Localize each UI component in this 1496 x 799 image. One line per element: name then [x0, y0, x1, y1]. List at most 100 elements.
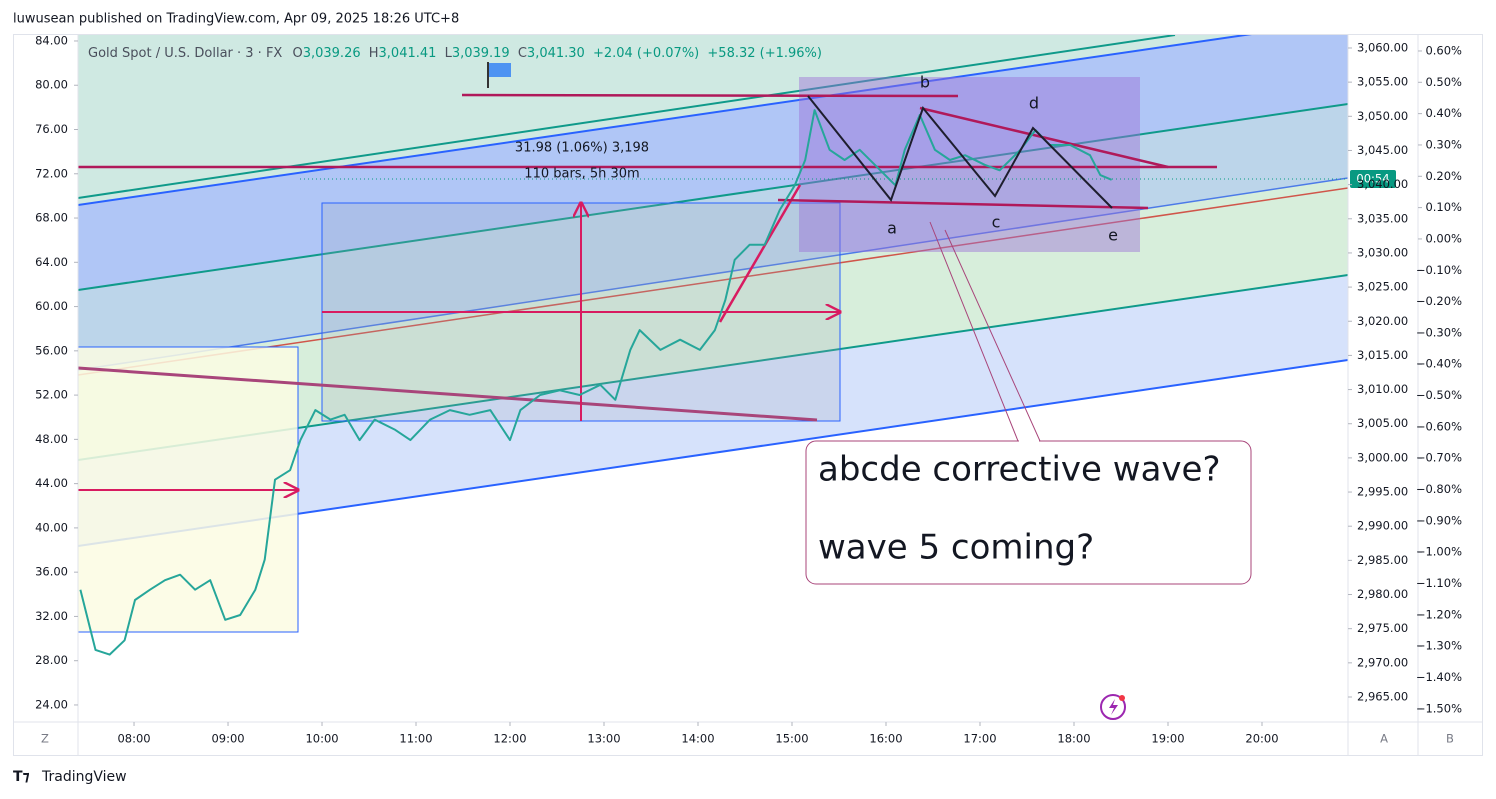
pct-tick-label: −1.10%: [1416, 576, 1462, 590]
y-tick-label: 3,035.00: [1357, 211, 1408, 225]
pct-tick-label: −1.50%: [1416, 701, 1462, 715]
x-tick-label: 16:00: [869, 732, 902, 746]
pct-tick-label: −0.20%: [1416, 294, 1462, 308]
channel-line: [78, 103, 1348, 291]
channel-line: [78, 35, 1176, 199]
alert-dot: [1119, 695, 1125, 701]
axis-button[interactable]: A: [1380, 732, 1388, 746]
pct-tick-label: −1.30%: [1416, 639, 1462, 653]
level-line: [461, 93, 959, 98]
pct-tick-label: −1.20%: [1416, 607, 1462, 621]
left-tick-label: 80.00: [35, 78, 68, 92]
x-tick-label: 19:00: [1151, 732, 1184, 746]
pct-tick-label: −0.40%: [1416, 357, 1462, 371]
drawings: [78, 35, 1348, 633]
logo-mark: T⁊: [13, 769, 30, 785]
x-tick-label: 15:00: [775, 732, 808, 746]
y-tick-label: 3,005.00: [1357, 416, 1408, 430]
callout-text: abcde corrective wave?: [818, 450, 1221, 490]
pct-tick-label: −0.70%: [1416, 451, 1462, 465]
y-tick-label: 2,985.00: [1357, 553, 1408, 567]
impulse-line: [718, 184, 802, 323]
band: [78, 104, 1348, 370]
x-tick-label: 08:00: [117, 732, 150, 746]
x-tick-label: 10:00: [305, 732, 338, 746]
left-tick-label: 32.00: [35, 609, 68, 623]
y-tick-label: 2,975.00: [1357, 621, 1408, 635]
y-tick-label: 3,045.00: [1357, 143, 1408, 157]
price-line: [79, 109, 1112, 656]
pct-tick-label: −1.00%: [1416, 545, 1462, 559]
x-tick-label: 20:00: [1245, 732, 1278, 746]
y-tick-label: 3,000.00: [1357, 450, 1408, 464]
countdown-badge: [1350, 170, 1396, 188]
wave-label: b: [920, 73, 930, 92]
pct-tick-label: 0.20%: [1425, 169, 1462, 183]
left-tick-label: 56.00: [35, 343, 68, 357]
callout-text: wave 5 coming?: [818, 528, 1094, 568]
left-tick-label: 84.00: [35, 33, 68, 47]
wave-label: e: [1108, 226, 1118, 245]
trend-line: [78, 366, 818, 422]
left-tick-label: 76.00: [35, 122, 68, 136]
pct-tick-label: −0.80%: [1416, 482, 1462, 496]
left-tick-label: 48.00: [35, 432, 68, 446]
left-tick-label: 72.00: [35, 166, 68, 180]
left-tick-label: 64.00: [35, 255, 68, 269]
channel-line: [78, 187, 1348, 376]
x-tick-label: 17:00: [963, 732, 996, 746]
triangle-line: [777, 198, 1149, 210]
measure-label: 110 bars, 5h 30m: [524, 167, 639, 182]
y-tick-label: 3,010.00: [1357, 382, 1408, 396]
y-tick-label: 3,040.00: [1357, 177, 1408, 191]
y-tick-label: 3,055.00: [1357, 75, 1408, 89]
y-tick-label: 2,990.00: [1357, 519, 1408, 533]
pct-tick-label: −1.40%: [1416, 670, 1462, 684]
y-tick-label: 3,050.00: [1357, 109, 1408, 123]
pct-tick-label: 0.00%: [1425, 231, 1462, 245]
alert-icon[interactable]: [1100, 694, 1126, 720]
pct-tick-label: 0.40%: [1425, 106, 1462, 120]
pct-tick-label: −0.60%: [1416, 419, 1462, 433]
pct-tick-label: 0.60%: [1425, 43, 1462, 57]
wave-label: d: [1029, 94, 1039, 113]
band: [78, 35, 1348, 205]
series-layer: [79, 109, 1112, 656]
logo[interactable]: TradingView: [41, 769, 127, 785]
ohlc-value: 3,041.30: [527, 46, 585, 61]
countdown: 00:54: [1356, 172, 1389, 186]
axis-button[interactable]: B: [1446, 732, 1454, 746]
channel-line: [78, 177, 1348, 371]
frame: [13, 34, 1483, 756]
attribution: luwusean published on TradingView.com, A…: [13, 12, 459, 27]
y-tick-label: 3,060.00: [1357, 40, 1408, 54]
x-tick-label: 14:00: [681, 732, 714, 746]
left-tick-label: 52.00: [35, 388, 68, 402]
ohlc-value: 3,041.41: [379, 46, 437, 61]
x-tick-label: 09:00: [211, 732, 244, 746]
left-tick-label: 44.00: [35, 476, 68, 490]
band: [78, 35, 1348, 290]
pct-tick-label: 0.30%: [1425, 137, 1462, 151]
channel-line: [78, 35, 1252, 206]
y-tick-label: 3,030.00: [1357, 245, 1408, 259]
change-total: +58.32 (+1.96%): [707, 46, 822, 61]
wave-label: a: [887, 219, 897, 238]
ohlc-label: H: [369, 46, 379, 61]
pct-tick-label: −0.90%: [1416, 513, 1462, 527]
ohlc-label: L: [445, 46, 453, 61]
axis-button[interactable]: Z: [41, 732, 49, 746]
pct-tick-label: 0.10%: [1425, 200, 1462, 214]
ohlc-value: 3,039.19: [452, 46, 510, 61]
symbol-title: Gold Spot / U.S. Dollar · 3 · FX: [88, 46, 282, 61]
y-tick-label: 3,015.00: [1357, 348, 1408, 362]
ohlc-label: O: [292, 46, 302, 61]
wave-label: c: [992, 213, 1001, 232]
y-tick-label: 2,970.00: [1357, 655, 1408, 669]
change: +2.04 (+0.07%): [593, 46, 699, 61]
x-tick-label: 11:00: [399, 732, 432, 746]
flag: [489, 63, 511, 77]
left-tick-label: 60.00: [35, 299, 68, 313]
x-tick-label: 12:00: [493, 732, 526, 746]
